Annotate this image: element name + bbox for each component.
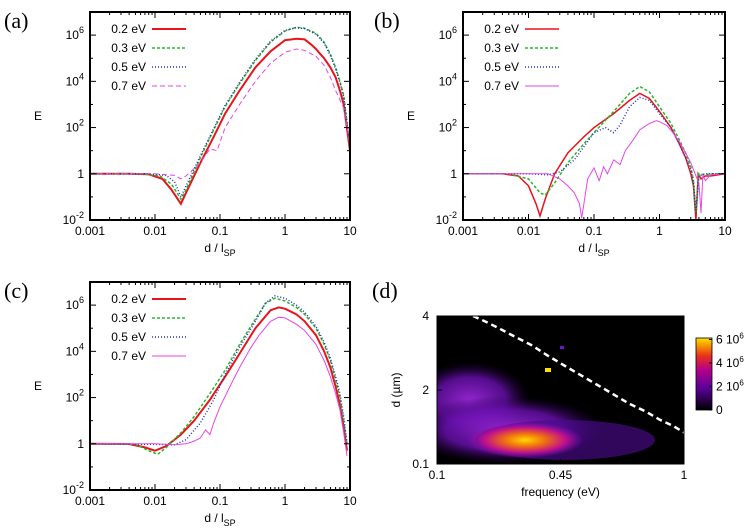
heatmap-axes: 0.1 0.45 1 0.1 2 4 frequency (eV) d (µm) xyxy=(389,309,688,499)
y-tick-label: 2 xyxy=(422,383,429,397)
panel-label-b: (b) xyxy=(374,8,400,33)
series-line-1 xyxy=(90,37,350,206)
x-tick-label: 0.01 xyxy=(517,224,541,238)
series-line-3 xyxy=(90,295,348,446)
legend-label: 0.3 eV xyxy=(111,41,146,55)
x-tick-label: 0.1 xyxy=(212,494,229,508)
legend-label: 0.2 eV xyxy=(111,22,146,36)
colorbar xyxy=(695,337,713,411)
y-tick-label: 102 xyxy=(66,388,84,405)
y-tick-label: 106 xyxy=(66,295,84,312)
heatmap-dim-pixel xyxy=(560,346,564,349)
legend: 0.2 eV 0.3 eV 0.5 eV 0.7 eV xyxy=(111,292,186,363)
resonance-dashed-curve xyxy=(472,316,684,434)
series-line-1 xyxy=(90,306,348,452)
x-tick-label: 0.01 xyxy=(143,494,167,508)
x-tick-label: 0.01 xyxy=(143,224,167,238)
series-line-4 xyxy=(90,316,348,456)
x-tick-label: 10 xyxy=(718,224,732,238)
legend-label: 0.2 eV xyxy=(111,292,146,306)
x-axis-label: d / lSP xyxy=(204,241,235,258)
legend-label: 0.5 eV xyxy=(111,60,146,74)
x-tick-label: 10 xyxy=(343,224,357,238)
heatmap-field xyxy=(437,316,684,464)
y-axis-label: E xyxy=(407,109,415,123)
panel-label-a: (a) xyxy=(4,8,28,33)
x-tick-label: 1 xyxy=(282,224,289,238)
colorbar-tick-label: 6 106 xyxy=(716,331,744,346)
x-tick-label: 1 xyxy=(681,468,688,482)
legend-label: 0.3 eV xyxy=(484,41,519,55)
series-group xyxy=(90,26,350,206)
series-line-3 xyxy=(463,96,725,214)
colorbar-tick-label: 4 106 xyxy=(716,355,744,370)
x-axis-label: d / lSP xyxy=(578,241,609,258)
chart-panel-a: 0.001 0.01 0.1 1 10 10-2 1 102 104 106 Ed / lSP 0.2… xyxy=(34,11,357,258)
y-tick-label: 104 xyxy=(66,71,84,88)
y-tick-label: 1 xyxy=(77,437,84,451)
y-tick-label: 104 xyxy=(439,71,457,88)
series-group xyxy=(463,85,725,220)
y-tick-label: 106 xyxy=(439,25,457,42)
heatmap-hotspot xyxy=(467,422,583,458)
colorbar-tick-label: 0 xyxy=(716,403,723,417)
x-tick-label: 1 xyxy=(656,224,663,238)
panel-label-d: (d) xyxy=(372,278,398,303)
legend-label: 0.2 eV xyxy=(484,22,519,36)
y-tick-label: 10-2 xyxy=(436,210,457,227)
x-axis-label: frequency (eV) xyxy=(521,485,600,499)
legend-label: 0.7 eV xyxy=(111,349,146,363)
x-tick-label: 0.001 xyxy=(75,224,105,238)
y-axis-label: d (µm) xyxy=(389,373,403,408)
y-tick-label: 104 xyxy=(66,341,84,358)
x-axis-label: d / lSP xyxy=(204,511,235,528)
x-tick-label: 0.1 xyxy=(586,224,603,238)
legend: 0.2 eV 0.3 eV 0.5 eV 0.7 eV xyxy=(111,22,186,93)
series-line-2 xyxy=(463,85,725,214)
y-tick-label: 102 xyxy=(66,118,84,135)
legend-label: 0.5 eV xyxy=(111,330,146,344)
y-tick-label: 1 xyxy=(77,167,84,181)
series-group xyxy=(90,295,348,456)
legend: 0.2 eV 0.3 eV 0.5 eV 0.7 eV xyxy=(484,22,559,93)
x-tick-label: 0.001 xyxy=(75,494,105,508)
x-tick-label: 0.1 xyxy=(212,224,229,238)
colorbar-tick-label: 2 106 xyxy=(716,378,744,393)
y-tick-label: 10-2 xyxy=(63,210,84,227)
chart-panel-c: 0.001 0.01 0.1 1 10 10-2 1 102 104 106 Ed / lSP 0.2… xyxy=(34,281,357,528)
legend-label: 0.7 eV xyxy=(111,79,146,93)
x-tick-label: 0.001 xyxy=(448,224,478,238)
heatmap-panel-d: 0 2 106 4 106 6 106 0.1 0.45 1 0.1 2 4 frequency … xyxy=(389,309,744,499)
chart-panel-b: 0.001 0.01 0.1 1 10 10-2 1 102 104 106 Ed / lSP 0.2… xyxy=(407,11,732,258)
x-tick-label: 0.45 xyxy=(549,468,573,482)
y-axis-label: E xyxy=(34,379,42,393)
x-tick-label: 1 xyxy=(282,494,289,508)
y-axis-label: E xyxy=(34,109,42,123)
heatmap-bright-pixel xyxy=(545,368,551,372)
legend-label: 0.5 eV xyxy=(484,60,519,74)
y-tick-label: 10-2 xyxy=(63,480,84,497)
legend-label: 0.7 eV xyxy=(484,79,519,93)
series-line-4 xyxy=(463,120,725,219)
x-tick-label: 0.1 xyxy=(429,468,446,482)
y-tick-label: 0.1 xyxy=(412,457,429,471)
y-tick-label: 1 xyxy=(450,167,457,181)
panel-label-c: (c) xyxy=(4,278,28,303)
y-tick-label: 102 xyxy=(439,118,457,135)
colorbar-ticks: 0 2 106 4 106 6 106 xyxy=(709,331,744,417)
y-tick-label: 106 xyxy=(66,25,84,42)
x-tick-label: 10 xyxy=(343,494,357,508)
series-line-1 xyxy=(463,92,725,220)
y-tick-label: 4 xyxy=(422,309,429,323)
legend-label: 0.3 eV xyxy=(111,311,146,325)
